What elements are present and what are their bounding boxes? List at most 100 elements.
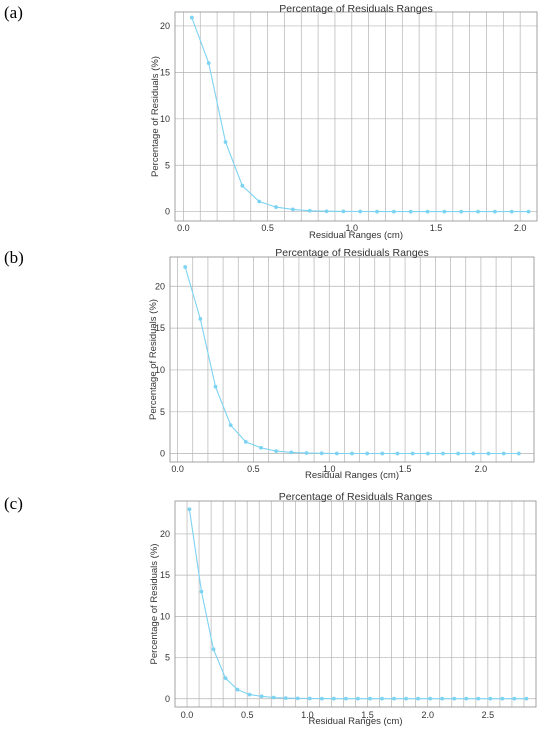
data-point bbox=[350, 451, 354, 456]
data-point bbox=[343, 696, 348, 701]
y-tick-label: 15 bbox=[160, 570, 170, 580]
data-point bbox=[223, 676, 228, 681]
data-point bbox=[368, 696, 372, 701]
data-point bbox=[356, 696, 360, 701]
data-point bbox=[464, 696, 469, 701]
data-point bbox=[404, 696, 408, 701]
x-tick-label: 0.5 bbox=[241, 710, 254, 720]
data-point bbox=[223, 140, 228, 144]
x-tick-label: 1.5 bbox=[399, 464, 412, 474]
data-point bbox=[290, 207, 295, 212]
data-point bbox=[425, 209, 430, 214]
data-point bbox=[334, 451, 339, 456]
data-point bbox=[512, 696, 517, 701]
data-point bbox=[408, 209, 413, 214]
y-tick-label: 5 bbox=[165, 160, 170, 170]
y-axis-label: Percentage of Residuals (%) bbox=[149, 544, 160, 665]
x-tick-label: 1.0 bbox=[346, 223, 359, 233]
data-point bbox=[331, 696, 336, 701]
data-point bbox=[526, 209, 531, 214]
data-point bbox=[456, 451, 461, 456]
x-tick-label: 1.0 bbox=[323, 464, 336, 474]
data-point bbox=[271, 695, 276, 700]
y-tick-label: 5 bbox=[160, 407, 165, 417]
data-point bbox=[441, 451, 445, 456]
data-point bbox=[428, 696, 433, 701]
data-point bbox=[213, 384, 218, 389]
y-tick-label: 0 bbox=[160, 449, 165, 459]
data-point bbox=[509, 209, 514, 214]
data-point bbox=[189, 15, 194, 20]
data-point bbox=[198, 317, 203, 321]
plot-frame bbox=[174, 11, 538, 222]
data-point bbox=[319, 696, 324, 701]
x-tick-label: 2.5 bbox=[482, 710, 495, 720]
x-tick-label: 0.0 bbox=[177, 223, 190, 233]
y-tick-label: 20 bbox=[160, 529, 170, 539]
chart-panel: (a) Percentage of Residuals Ranges Residua… bbox=[4, 3, 538, 241]
y-tick-label: 10 bbox=[160, 611, 170, 621]
chart-title: Percentage of Residuals Ranges bbox=[279, 491, 433, 503]
data-point bbox=[471, 451, 476, 456]
data-point bbox=[395, 451, 400, 456]
data-point bbox=[440, 696, 445, 701]
x-tick-label: 1.0 bbox=[301, 710, 314, 720]
data-point bbox=[199, 589, 204, 594]
data-point bbox=[500, 696, 505, 701]
data-point bbox=[211, 647, 216, 652]
data-point bbox=[524, 696, 529, 701]
data-point bbox=[304, 451, 309, 455]
x-tick-label: 0.0 bbox=[171, 464, 184, 474]
data-point bbox=[289, 450, 294, 455]
y-axis-label: Percentage of Residuals (%) bbox=[150, 56, 161, 177]
data-point bbox=[391, 209, 396, 214]
data-point bbox=[493, 209, 497, 214]
data-point bbox=[476, 209, 480, 214]
data-point bbox=[243, 440, 248, 444]
series-line bbox=[184, 266, 519, 455]
data-point bbox=[341, 209, 346, 214]
data-point bbox=[295, 696, 300, 701]
data-point bbox=[452, 696, 457, 701]
data-point bbox=[380, 451, 385, 456]
chart-title: Percentage of Residuals Ranges bbox=[275, 247, 429, 259]
data-point bbox=[259, 445, 263, 450]
data-point bbox=[319, 451, 324, 456]
y-tick-label: 5 bbox=[165, 653, 170, 663]
data-point bbox=[183, 265, 188, 269]
data-point bbox=[459, 209, 464, 214]
data-point bbox=[283, 696, 288, 701]
chart-panel: (c) Percentage of Residuals Ranges Residua… bbox=[4, 491, 537, 727]
data-point bbox=[324, 209, 329, 214]
y-tick-label: 0 bbox=[165, 694, 170, 704]
panel-label: (c) bbox=[4, 494, 23, 513]
data-point bbox=[274, 205, 278, 209]
data-point bbox=[375, 209, 379, 214]
y-axis-label: Percentage of Residuals (%) bbox=[148, 299, 159, 420]
x-tick-label: 2.0 bbox=[475, 464, 488, 474]
x-tick-label: 2.0 bbox=[514, 223, 527, 233]
y-tick-label: 10 bbox=[160, 114, 170, 124]
data-point bbox=[442, 209, 447, 214]
data-point bbox=[392, 696, 396, 701]
data-point bbox=[380, 696, 384, 701]
data-point bbox=[516, 451, 521, 456]
data-point bbox=[240, 183, 245, 188]
x-tick-label: 0.5 bbox=[261, 223, 274, 233]
data-point bbox=[410, 451, 415, 456]
data-point bbox=[501, 451, 506, 456]
data-point bbox=[476, 696, 481, 701]
data-point bbox=[228, 423, 233, 428]
x-tick-label: 0.5 bbox=[247, 464, 260, 474]
data-point bbox=[486, 451, 491, 456]
data-point bbox=[206, 61, 211, 65]
x-tick-label: 1.5 bbox=[361, 710, 374, 720]
data-point bbox=[187, 507, 192, 512]
data-point bbox=[259, 694, 264, 699]
chart-panel: (b) Percentage of Residuals Ranges Residua… bbox=[4, 247, 535, 481]
data-point bbox=[358, 209, 363, 214]
y-tick-label: 10 bbox=[155, 365, 165, 375]
x-axis-label: Residual Ranges (cm) bbox=[309, 230, 403, 241]
data-point bbox=[307, 208, 312, 213]
